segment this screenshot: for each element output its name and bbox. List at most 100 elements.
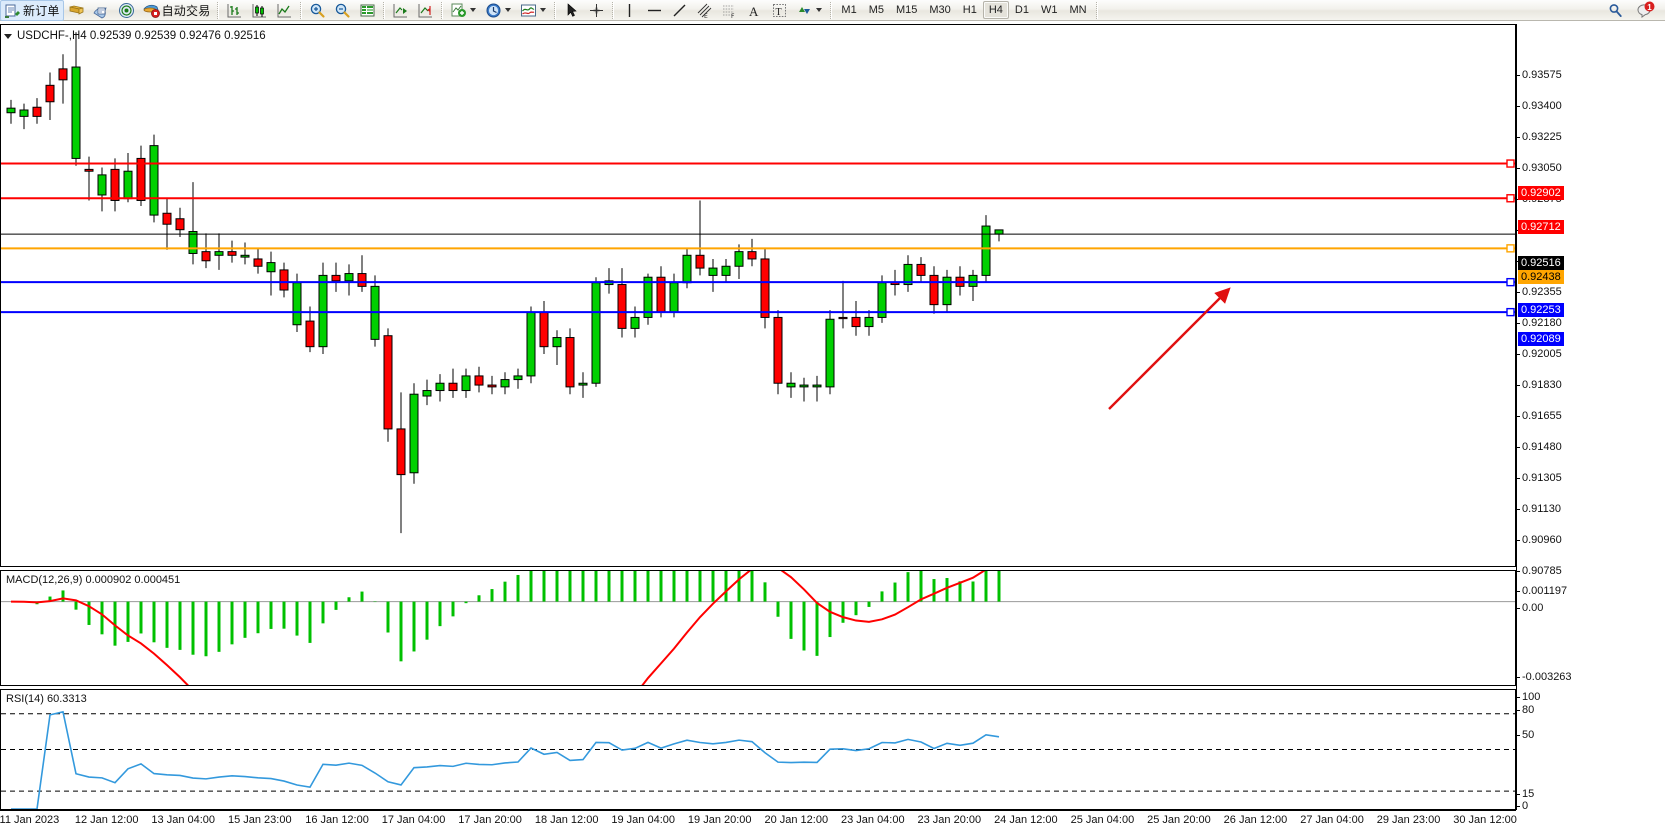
rsi-tick-label: 0 [1522,800,1529,812]
price-tick-label: 0.92355 [1522,286,1562,298]
horizontal-levels[interactable] [1,25,1515,566]
timeframe-d1[interactable]: D1 [1014,4,1029,16]
trendline-tool-button[interactable] [667,0,692,21]
chart-shift-icon [417,2,434,19]
macd-indicator-pane[interactable]: MACD(12,26,9) 0.000902 0.000451 [0,570,1516,686]
new-order-button[interactable]: 新订单 [0,0,64,21]
price-tick [1516,540,1520,541]
macd-tick [1516,591,1520,592]
rsi-tick-label: 80 [1522,704,1535,716]
price-scale[interactable]: 0.935750.934000.932250.930500.928750.927… [1516,24,1665,812]
search-button[interactable] [1603,0,1628,21]
current-price-label[interactable]: 0.92516 [1518,256,1564,270]
chart-window: USDCHF-,H4 0.92539 0.92539 0.92476 0.925… [0,21,1665,831]
toolbar-separator-2 [300,1,303,19]
rsi-tick [1516,710,1520,711]
clock-icon [485,2,502,19]
bar-chart-button[interactable] [222,0,247,21]
cursor-tool-button[interactable] [559,0,584,21]
rsi-tick [1516,735,1520,736]
bar-chart-icon [226,2,243,19]
text-tool-button[interactable]: A [742,0,767,21]
price-tick [1516,478,1520,479]
auto-trading-icon [143,2,160,19]
timeframe-mn[interactable]: MN [1069,4,1087,16]
orange-level-label[interactable]: 0.92438 [1518,270,1564,284]
horizontal-line-tool-button[interactable] [642,0,667,21]
candlestick-chart-button[interactable] [247,0,272,21]
chevron-down-icon[interactable] [470,8,477,12]
text-label-tool-button[interactable]: T [767,0,792,21]
market-watch-button[interactable] [114,0,139,21]
templates-button[interactable] [516,0,551,21]
timeframe-m30[interactable]: M30 [929,4,951,16]
symbol-header[interactable]: USDCHF-,H4 0.92539 0.92539 0.92476 0.925… [4,30,266,42]
toolbar-separator-6 [612,1,615,19]
crosshair-tool-button[interactable] [584,0,609,21]
rsi-tick-label: 50 [1522,729,1535,741]
price-tick-label: 0.92005 [1522,348,1562,360]
time-scale[interactable]: 11 Jan 2023 12 Jan 12:00 13 Jan 04:00 15 Ja… [0,810,1517,831]
alerts-button[interactable]: 1 [1632,0,1659,21]
time-label: 23 Jan 04:00 [840,814,905,826]
line-chart-icon [276,2,293,19]
line-chart-button[interactable] [272,0,297,21]
periods-button[interactable] [481,0,516,21]
resistance-label-1[interactable]: 0.92902 [1518,186,1564,200]
price-tick [1516,509,1520,510]
navigator-icon [93,2,110,19]
support-label-2[interactable]: 0.92089 [1518,332,1564,346]
price-tick-label: 0.91480 [1522,441,1562,453]
price-tick-label: 0.93575 [1522,69,1562,81]
chevron-down-icon[interactable] [816,8,823,12]
symbol-ohlc-text: USDCHF-,H4 0.92539 0.92539 0.92476 0.925… [17,30,266,42]
cursor-arrow-icon [563,2,580,19]
price-axis-line [1516,24,1517,810]
chevron-down-icon[interactable] [505,8,512,12]
resistance-label-2[interactable]: 0.92712 [1518,220,1564,234]
price-tick [1516,354,1520,355]
chevron-down-icon[interactable] [4,33,12,39]
rsi-series [1,710,1515,809]
timeframe-h4[interactable]: H4 [982,1,1009,19]
timeframe-w1[interactable]: W1 [1040,4,1058,16]
timeframe-h1[interactable]: H1 [962,4,977,16]
price-chart-pane[interactable]: USDCHF-,H4 0.92539 0.92539 0.92476 0.925… [0,24,1516,567]
price-tick-label: 0.93050 [1522,162,1562,174]
zoom-out-button[interactable] [330,0,355,21]
time-label: 24 Jan 12:00 [994,814,1058,826]
indicators-button[interactable] [446,0,481,21]
folder-gold-icon [68,2,85,19]
auto-scroll-button[interactable] [388,0,413,21]
timeframe-m15[interactable]: M15 [895,4,918,16]
chart-shift-button[interactable] [413,0,438,21]
rsi-indicator-pane[interactable]: RSI(14) 60.3313 [0,689,1516,810]
chevron-down-icon[interactable] [540,8,547,12]
zoom-in-button[interactable] [305,0,330,21]
time-label: 19 Jan 20:00 [687,814,752,826]
timeframe-m5[interactable]: M5 [868,4,884,16]
arrows-tool-button[interactable] [792,0,827,21]
vertical-line-tool-button[interactable] [617,0,642,21]
time-label: 20 Jan 12:00 [764,814,829,826]
svg-text:E: E [704,13,708,19]
grid-icon [359,2,376,19]
price-tick [1516,385,1520,386]
time-label: 30 Jan 12:00 [1453,814,1517,826]
time-label: 17 Jan 20:00 [458,814,522,826]
toolbar-separator-3 [383,1,386,19]
fibonacci-tool-button[interactable]: F [717,0,742,21]
navigator-button[interactable] [89,0,114,21]
trendline-icon [671,2,688,19]
data-window-button[interactable] [64,0,89,21]
channel-tool-button[interactable]: E [692,0,717,21]
chart-grid-button[interactable] [355,0,380,21]
toolbar-separator-4 [441,1,444,19]
indicator-add-icon [450,2,467,19]
auto-trading-button[interactable]: 自动交易 [139,0,215,21]
time-label: 12 Jan 12:00 [74,814,139,826]
timeframe-m1[interactable]: M1 [841,4,857,16]
fibonacci-icon: F [721,2,738,20]
price-tick [1516,416,1520,417]
support-label-1[interactable]: 0.92253 [1518,303,1564,317]
